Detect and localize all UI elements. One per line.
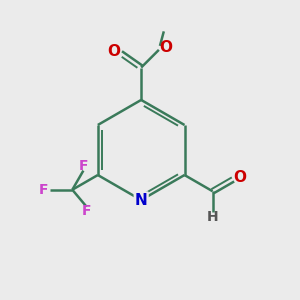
Text: F: F [39, 183, 49, 197]
Text: O: O [108, 44, 121, 59]
Text: F: F [79, 159, 88, 173]
Text: F: F [82, 204, 91, 218]
Text: H: H [207, 210, 218, 224]
Text: O: O [159, 40, 172, 55]
Text: O: O [233, 170, 246, 185]
Text: N: N [135, 193, 148, 208]
